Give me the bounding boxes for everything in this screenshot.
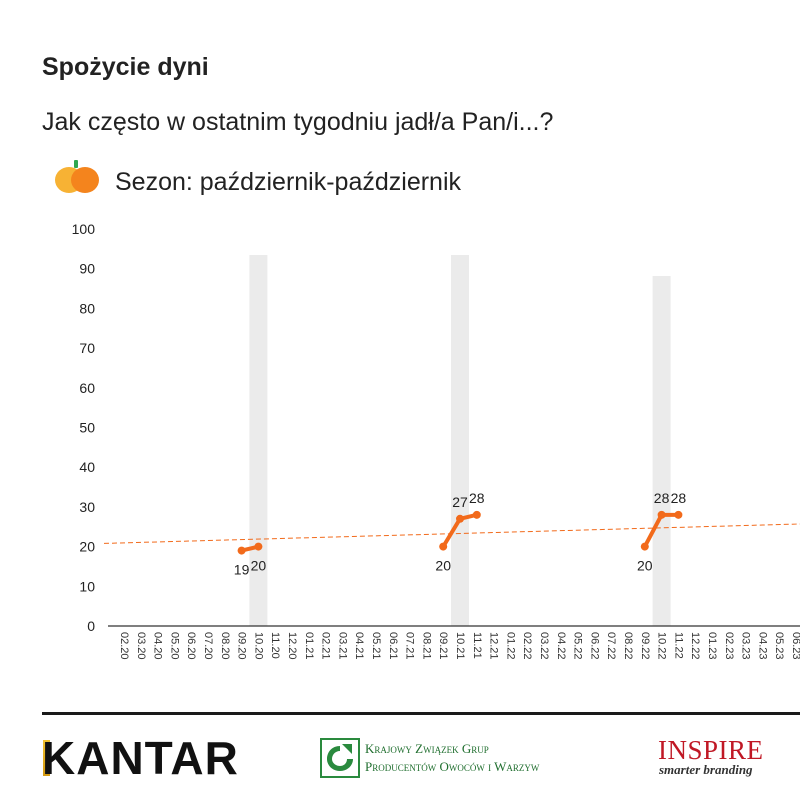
y-tick-label: 40: [79, 459, 95, 475]
x-tick-label: 03.20: [135, 632, 147, 660]
x-tick-label: 05.20: [168, 632, 180, 660]
survey-question: Jak często w ostatnim tygodniu jadł/a Pa…: [42, 108, 554, 136]
data-point: [657, 510, 666, 519]
x-tick-label: 12.22: [689, 632, 701, 660]
inspire-tagline: smarter branding: [659, 762, 753, 777]
x-tick-label: 07.21: [404, 632, 416, 660]
x-tick-label: 08.21: [420, 632, 432, 660]
x-tick-label: 03.22: [538, 632, 550, 660]
x-tick-label: 02.22: [521, 632, 533, 660]
y-tick-label: 10: [79, 578, 95, 594]
x-tick-label: 05.23: [773, 632, 785, 660]
x-tick-label: 05.22: [572, 632, 584, 660]
inspire-logo: INSPIRE: [658, 735, 764, 765]
x-tick-label: 03.23: [740, 632, 752, 660]
data-label: 20: [251, 558, 267, 574]
data-label: 19: [234, 562, 250, 578]
x-tick-label: 02.23: [723, 632, 735, 660]
x-tick-label: 06.23: [790, 632, 800, 660]
data-label: 27: [452, 494, 468, 510]
x-tick-label: 12.20: [286, 632, 298, 660]
data-label: 20: [435, 558, 451, 574]
x-tick-label: 06.20: [185, 632, 197, 660]
kzg-logo-icon: [320, 738, 360, 778]
kantar-logo-accent: [43, 740, 50, 776]
kzg-line1: Krajowy Związek Grup: [365, 741, 489, 756]
x-tick-label: 04.23: [756, 632, 768, 660]
x-tick-label: 05.21: [370, 632, 382, 660]
y-tick-label: 90: [79, 261, 95, 277]
data-point: [472, 510, 481, 519]
kantar-logo: KANTAR: [42, 732, 239, 784]
y-tick-label: 20: [79, 539, 95, 555]
data-point: [674, 510, 683, 519]
x-tick-label: 11.22: [672, 632, 684, 659]
x-tick-label: 07.20: [202, 632, 214, 660]
y-tick-label: 30: [79, 499, 95, 515]
x-tick-label: 01.21: [303, 632, 315, 660]
x-tick-label: 10.22: [656, 632, 668, 660]
x-tick-label: 11.20: [269, 632, 281, 659]
x-tick-label: 07.22: [605, 632, 617, 660]
footer-divider: [42, 712, 800, 715]
kzg-line2: Producentów Owoców i Warzyw: [365, 759, 540, 774]
pumpkin-icon: [55, 160, 99, 193]
data-label: 28: [671, 490, 687, 506]
data-point: [237, 546, 246, 555]
x-tick-label: 02.20: [118, 632, 130, 660]
page-title: Spożycie dyni: [42, 53, 209, 81]
data-label: 28: [654, 490, 670, 506]
x-tick-label: 04.22: [555, 632, 567, 660]
kzg-logo-text: Krajowy Związek Grup Producentów Owoców …: [365, 740, 539, 776]
data-point: [254, 542, 263, 551]
y-tick-label: 0: [87, 618, 95, 634]
data-point: [456, 514, 464, 523]
x-tick-label: 10.20: [252, 632, 264, 660]
x-tick-label: 01.22: [504, 632, 516, 660]
data-label: 28: [469, 490, 485, 506]
y-tick-label: 70: [79, 340, 95, 356]
season-label: Sezon: październik-październik: [115, 168, 462, 196]
x-tick-label: 01.23: [706, 632, 718, 660]
season-highlight-band: [249, 255, 268, 626]
season-highlight-band: [652, 276, 671, 626]
y-tick-label: 100: [72, 221, 96, 237]
y-tick-label: 80: [79, 300, 95, 316]
x-tick-label: 06.21: [387, 632, 399, 660]
y-tick-label: 60: [79, 380, 95, 396]
line-chart: 0 10 20 30 40 50 60 70 80 90 100 02.20 03.20 04.20 05…: [72, 221, 800, 660]
x-tick-label: 04.21: [353, 632, 365, 660]
x-tick-label: 04.20: [152, 632, 164, 660]
x-tick-label: 08.20: [219, 632, 231, 660]
x-tick-label: 09.20: [236, 632, 248, 660]
y-tick-label: 50: [79, 420, 95, 436]
x-tick-label: 06.22: [588, 632, 600, 660]
x-tick-label: 02.21: [320, 632, 332, 660]
data-label: 20: [637, 558, 653, 574]
x-tick-label: 09.22: [639, 632, 651, 660]
x-tick-label: 11.21: [471, 632, 483, 659]
data-point: [640, 542, 649, 551]
x-tick-label: 09.21: [437, 632, 449, 660]
season-highlight-band: [451, 255, 469, 626]
data-point: [439, 542, 448, 551]
x-tick-label: 10.21: [454, 632, 466, 660]
x-tick-label: 08.22: [622, 632, 634, 660]
x-tick-label: 12.21: [488, 632, 500, 660]
x-tick-label: 03.21: [336, 632, 348, 660]
